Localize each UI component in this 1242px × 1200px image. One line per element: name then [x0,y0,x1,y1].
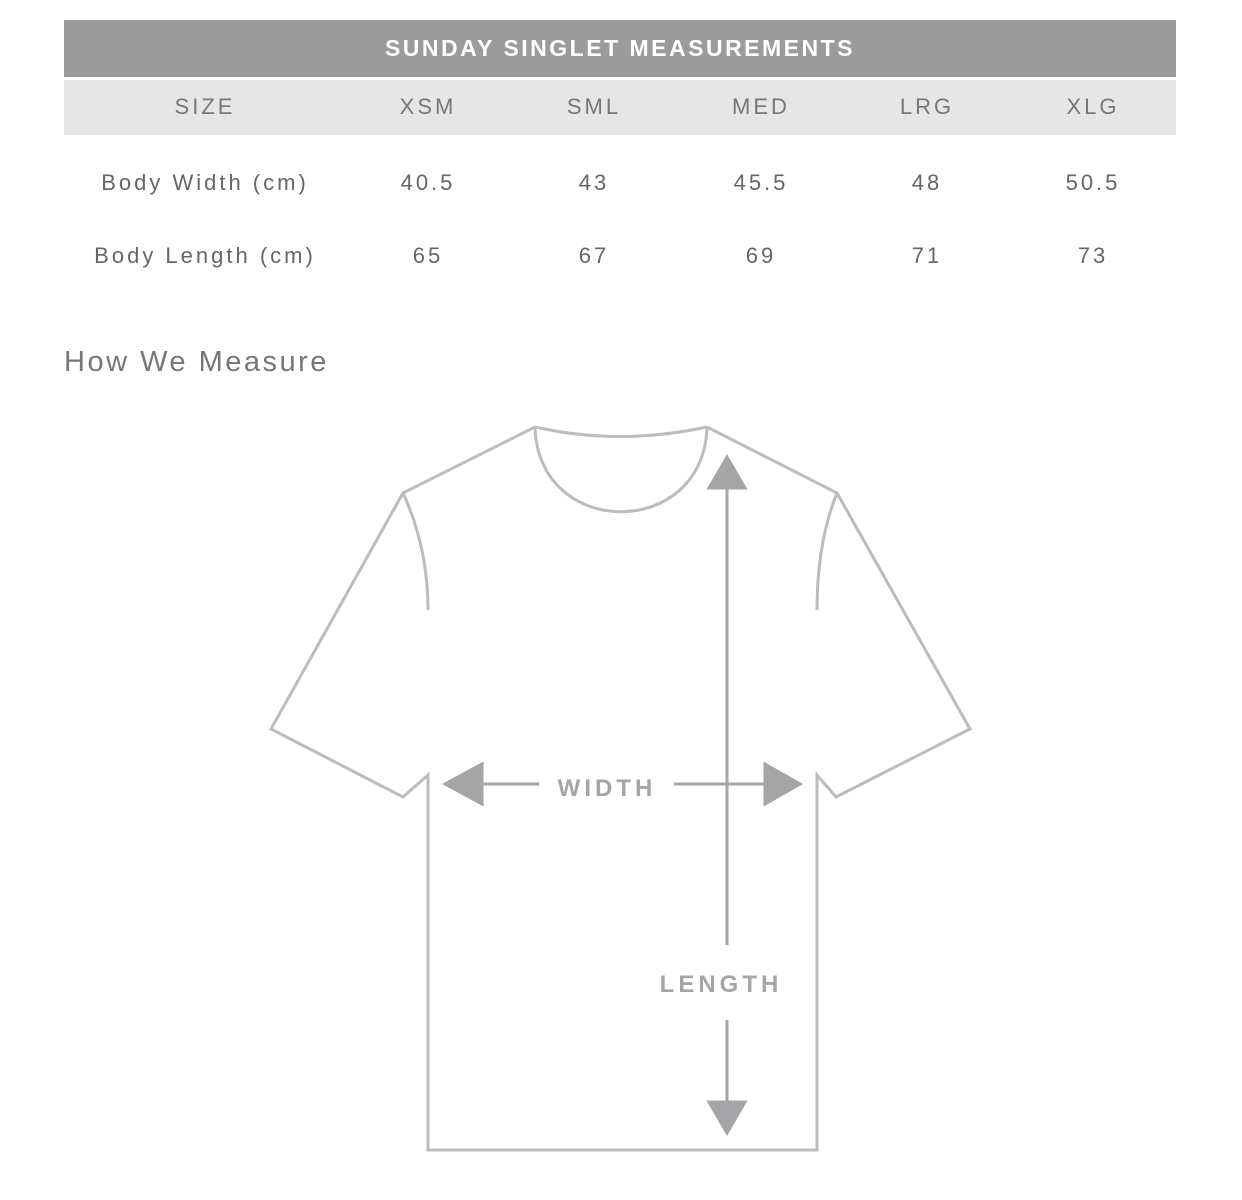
table-row: Body Length (cm) 65 67 69 71 73 [64,243,1176,273]
cell: 48 [911,170,943,195]
cell: 73 [1077,243,1109,268]
arrow-right-icon [763,761,804,807]
cell: 43 [578,170,610,195]
table-title: SUNDAY SINGLET MEASUREMENTS [64,20,1176,77]
length-arrow [706,454,748,1136]
arrow-up-icon [706,454,748,490]
header-sml: SML [566,94,622,119]
width-label: WIDTH [558,775,657,802]
header-xlg: XLG [1066,94,1120,119]
header-xsm: XSM [399,94,457,119]
arrow-left-icon [441,761,484,807]
cell: 45.5 [733,170,789,195]
header-lrg: LRG [899,94,955,119]
width-arrow [441,761,804,807]
length-label: LENGTH [660,971,783,998]
cell: 50.5 [1065,170,1121,195]
tshirt-outline [268,425,973,1152]
cell: 71 [911,243,943,268]
arrow-down-icon [706,1100,748,1136]
row-label: Body Width (cm) [101,170,309,195]
cell: 67 [578,243,610,268]
table-header-row: SIZE XSM SML MED LRG XLG [64,80,1176,135]
header-med: MED [732,94,790,119]
row-label: Body Length (cm) [94,243,316,268]
cell: 65 [412,243,444,268]
header-size: SIZE [174,94,236,119]
section-title: How We Measure [64,346,329,378]
table-row: Body Width (cm) 40.5 43 45.5 48 50.5 [64,170,1176,200]
cell: 69 [745,243,777,268]
cell: 40.5 [400,170,456,195]
